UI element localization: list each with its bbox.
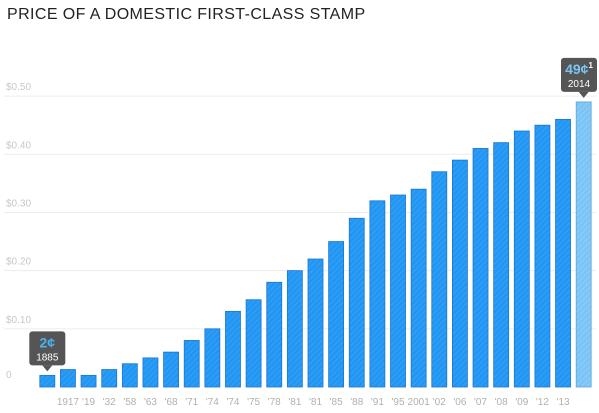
bar	[472, 148, 489, 388]
bar	[163, 351, 179, 388]
x-tick-label: '63	[144, 397, 157, 408]
callout-value: 49¢1	[565, 61, 593, 77]
bar	[225, 310, 241, 388]
x-tick-label: '58	[123, 397, 136, 408]
bar	[183, 340, 200, 388]
x-tick-label: '85	[330, 397, 343, 408]
bar	[493, 142, 510, 388]
chart-title: PRICE OF A DOMESTIC FIRST-CLASS STAMP	[7, 6, 366, 23]
callout-box	[29, 331, 66, 366]
bar	[39, 374, 56, 388]
bar	[390, 194, 406, 388]
x-tick-label: '81	[288, 397, 301, 408]
callout-year: 2014	[568, 79, 591, 90]
x-tick-label: '71	[185, 397, 198, 408]
y-tick-label: $0.40	[6, 140, 31, 151]
x-tick-label: '75	[247, 397, 260, 408]
x-tick-label: '95	[391, 397, 404, 408]
x-axis-labels: 1917'19 '32 '58 '63 '68 '71 '74 '74 '75 '78 '81 '81…	[57, 397, 570, 408]
bar	[286, 270, 303, 388]
bar	[534, 124, 551, 388]
bar	[555, 118, 571, 388]
x-tick-label: '78	[268, 397, 281, 408]
x-tick-label: '88	[350, 397, 363, 408]
x-tick-label: '02	[433, 397, 446, 408]
bar	[452, 159, 468, 388]
bar	[575, 101, 592, 388]
x-tick-label: '32	[103, 397, 116, 408]
callout-pointer	[42, 365, 53, 372]
bar	[369, 200, 386, 388]
bar	[328, 241, 345, 388]
callout-layer: 2¢ 1885 49¢1 2014	[29, 57, 597, 372]
x-tick-label: '09	[515, 397, 528, 408]
y-tick-label: $0.50	[6, 82, 31, 93]
bar	[245, 299, 262, 388]
value-callout: 2¢ 1885	[29, 331, 66, 372]
y-tick-label: $0.20	[6, 257, 31, 268]
bar	[142, 357, 159, 388]
bar	[266, 281, 283, 388]
x-tick-label: '81	[309, 397, 322, 408]
bar	[121, 363, 138, 388]
y-tick-label: $0.10	[6, 315, 31, 326]
bar	[410, 188, 427, 388]
x-tick-label: 2001	[408, 397, 431, 408]
y-tick-label-zero: 0	[6, 370, 12, 381]
bar-layer	[39, 101, 592, 388]
x-tick-label: '06	[453, 397, 466, 408]
callout-value: 2¢	[40, 334, 56, 350]
bar	[204, 328, 221, 388]
x-tick-label: '68	[165, 397, 178, 408]
x-tick-label: 1917	[57, 397, 80, 408]
bar	[307, 258, 324, 388]
bar	[101, 369, 118, 388]
x-tick-label: '08	[495, 397, 508, 408]
x-tick-label: '74	[226, 397, 239, 408]
x-tick-label: '74	[206, 397, 219, 408]
bar	[80, 374, 97, 388]
callout-year: 1885	[36, 352, 59, 363]
callout-box	[561, 57, 597, 92]
x-tick-label: '07	[474, 397, 487, 408]
bar	[513, 130, 530, 388]
x-tick-label: '12	[536, 397, 549, 408]
y-tick-label: $0.30	[6, 198, 31, 209]
callout-pointer	[578, 91, 589, 98]
bar	[348, 217, 365, 388]
bar	[431, 171, 448, 388]
x-tick-label: '19	[82, 397, 95, 408]
x-tick-label: '13	[557, 397, 570, 408]
x-tick-label: '91	[371, 397, 384, 408]
bar	[60, 369, 76, 388]
value-callout: 49¢1 2014	[561, 57, 597, 98]
